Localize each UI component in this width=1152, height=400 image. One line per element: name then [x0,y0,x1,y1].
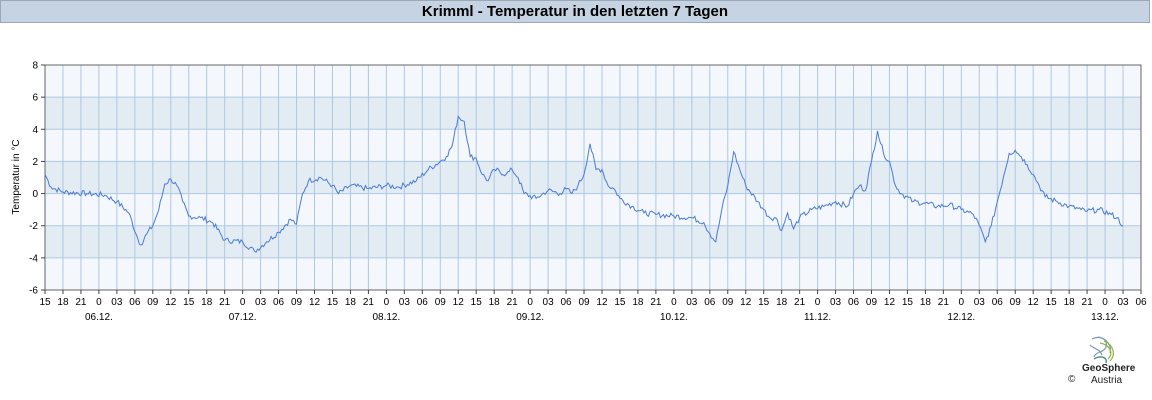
temperature-series-line [44,115,1124,253]
y-tick-label: -2 [29,221,38,232]
x-tick-label: 0 [671,297,677,308]
y-bands [45,65,1141,290]
date-label: 08.12. [372,312,400,323]
x-tick-label: 21 [75,297,87,308]
y-ticks: -6 -4 -2 0 2 4 6 8 [29,61,45,297]
x-tick-label: 18 [57,297,69,308]
x-tick-label: 06 [992,297,1004,308]
x-tick-label: 06 [273,297,285,308]
y-band [45,257,1141,290]
x-tick-label: 09 [722,297,734,308]
x-tick-label: 12 [453,297,465,308]
x-tick-label: 0 [1102,297,1108,308]
x-tick-label: 21 [507,297,519,308]
vertical-gridlines [44,65,1142,290]
x-tick-label: 0 [240,297,246,308]
x-tick-label: 0 [96,297,102,308]
x-tick-label: 12 [309,297,321,308]
x-tick-label: 03 [399,297,411,308]
y-band [45,65,1141,98]
y-tick-label: 8 [32,61,38,72]
x-tick-label: 09 [578,297,590,308]
geosphere-logo-icon [1089,336,1114,364]
y-tick-label: -6 [29,286,38,297]
x-tick-label: 12 [740,297,752,308]
x-tick-label: 12 [1028,297,1040,308]
y-tick-label: -4 [29,253,38,264]
x-tick-label: 09 [291,297,303,308]
x-tick-label: 09 [1010,297,1022,308]
x-tick-label: 21 [219,297,231,308]
date-label: 11.12. [804,312,831,323]
x-tick-label: 0 [527,297,533,308]
x-tick-label: 03 [543,297,555,308]
date-label: 12.12. [947,312,975,323]
x-tick-label: 03 [830,297,842,308]
x-tick-label: 09 [147,297,159,308]
x-tick-label: 12 [884,297,896,308]
x-tick-label: 21 [1082,297,1094,308]
x-tick-label: 15 [39,297,51,308]
x-tick-label: 15 [614,297,626,308]
x-tick-label: 18 [345,297,357,308]
y-band [45,193,1141,226]
x-tick-label: 03 [974,297,986,308]
copyright-symbol: © [1068,374,1076,385]
y-axis-label: Temperatur in °C [11,139,22,214]
y-tick-label: 6 [32,93,38,104]
x-tick-label: 21 [794,297,806,308]
x-tick-label: 18 [776,297,788,308]
date-label: 09.12. [516,312,544,323]
plot-frame [44,64,1142,291]
x-tick-label: 18 [489,297,501,308]
date-label: 06.12. [85,312,113,323]
x-tick-label: 03 [686,297,698,308]
y-band [45,129,1141,162]
logo-name: GeoSphere [1082,363,1136,374]
x-tick-label: 21 [650,297,662,308]
x-tick-label: 0 [959,297,965,308]
x-tick-label: 06 [129,297,141,308]
x-tick-label: 03 [1117,297,1129,308]
date-label: 10.12. [660,312,688,323]
x-tick-label: 06 [417,297,429,308]
chart-title: Krimml - Temperatur in den letzten 7 Tag… [0,0,1150,23]
x-tick-label: 03 [255,297,267,308]
temperature-chart: -6 -4 -2 0 2 4 6 8 15 18 21 0 03 06 09 12 15 18 21 0 03 06 09… [11,61,1147,324]
x-tick-label: 15 [327,297,339,308]
y-tick-label: 0 [32,189,38,200]
x-tick-label: 18 [201,297,213,308]
y-tick-label: 2 [32,157,38,168]
y-band [45,161,1141,194]
x-tick-label: 18 [1064,297,1076,308]
x-tick-label: 06 [1135,297,1147,308]
x-tick-label: 09 [866,297,878,308]
x-tick-label: 12 [596,297,608,308]
x-tick-label: 12 [165,297,177,308]
x-tick-label: 09 [435,297,447,308]
x-tick-label: 18 [920,297,932,308]
x-tick-label: 0 [384,297,390,308]
x-tick-label: 15 [902,297,914,308]
y-band [45,225,1141,258]
x-tick-label: 15 [471,297,483,308]
x-tick-label: 0 [815,297,821,308]
date-labels: 06.12. 07.12. 08.12. 09.12. 10.12. 11.12. 12.1… [85,312,1119,323]
y-band [45,97,1141,130]
x-tick-label: 21 [938,297,950,308]
logo-subtitle: Austria [1091,375,1123,386]
date-label: 07.12. [229,312,257,323]
date-label: 13.12. [1091,312,1119,323]
x-tick-label: 15 [183,297,195,308]
x-tick-label: 18 [632,297,644,308]
y-tick-label: 4 [32,125,38,136]
x-tick-label: 21 [363,297,375,308]
x-tick-label: 15 [1046,297,1058,308]
x-tick-label: 06 [704,297,716,308]
x-tick-label: 06 [560,297,572,308]
x-ticks: 15 18 21 0 03 06 09 12 15 18 21 0 03 06 09 12 15 18 21 0 03 0… [39,290,1147,308]
x-tick-label: 06 [848,297,860,308]
x-tick-label: 15 [758,297,770,308]
x-tick-label: 03 [111,297,123,308]
